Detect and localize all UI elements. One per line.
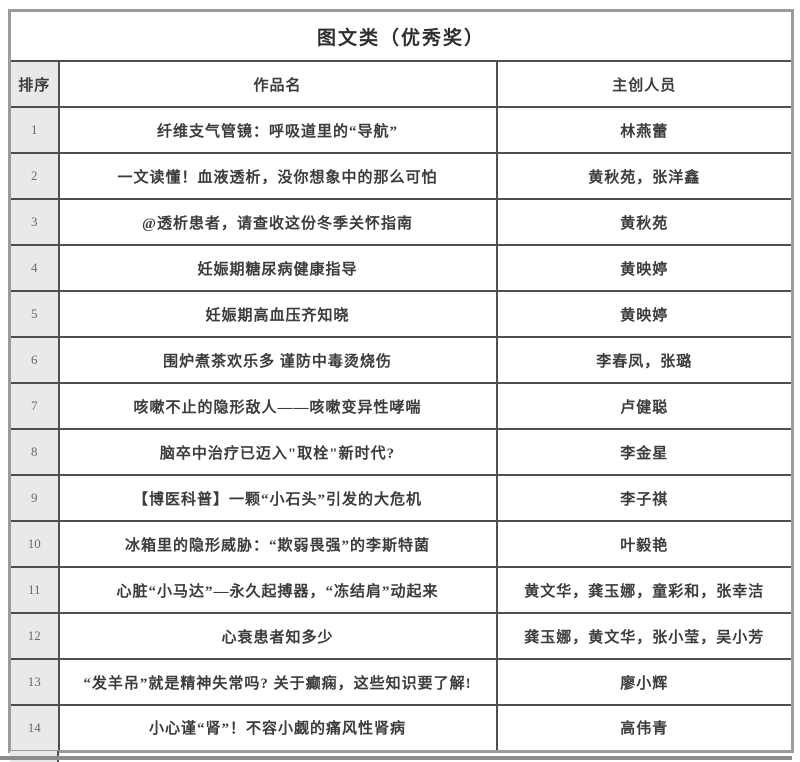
table-row: 4 妊娠期糖尿病健康指导 黄映婷 xyxy=(8,244,794,292)
table-title: 图文类（优秀奖） xyxy=(8,9,794,62)
creators-cell: 黄秋苑，张洋鑫 xyxy=(495,152,794,200)
creators-cell: 林燕蕾 xyxy=(495,106,794,154)
column-header-rank: 排序 xyxy=(8,60,60,108)
work-title-cell: 妊娠期高血压齐知晓 xyxy=(57,290,498,338)
table-row: 9 【博医科普】一颗“小石头”引发的大危机 李子祺 xyxy=(8,474,794,522)
table-row: 7 咳嗽不止的隐形敌人——咳嗽变异性哮喘 卢健聪 xyxy=(8,382,794,430)
creators-cell: 叶毅艳 xyxy=(495,520,794,568)
rank-cell: 8 xyxy=(8,428,60,476)
rank-cell: 13 xyxy=(8,658,60,706)
creators-cell: 高伟青 xyxy=(495,704,794,752)
creators-cell: 龚玉娜，黄文华，张小莹，吴小芳 xyxy=(495,612,794,660)
work-title-cell: 纤维支气管镜：呼吸道里的“导航” xyxy=(57,106,498,154)
work-title-cell: 心衰患者知多少 xyxy=(57,612,498,660)
rank-cell: 4 xyxy=(8,244,60,292)
work-title-cell: @透析患者，请查收这份冬季关怀指南 xyxy=(57,198,498,246)
rank-cell: 12 xyxy=(8,612,60,660)
rank-cell: 14 xyxy=(8,704,60,752)
table-row: 8 脑卒中治疗已迈入"取栓"新时代? 李金星 xyxy=(8,428,794,476)
work-title-cell: 小心谨“肾”！不容小觑的痛风性肾病 xyxy=(57,704,498,752)
table-header-row: 排序 作品名 主创人员 xyxy=(8,60,794,108)
rank-cell: 6 xyxy=(8,336,60,384)
creators-cell: 黄映婷 xyxy=(495,244,794,292)
table-title-row: 图文类（优秀奖） xyxy=(8,9,794,62)
table-row: 2 一文读懂！血液透析，没你想象中的那么可怕 黄秋苑，张洋鑫 xyxy=(8,152,794,200)
rank-cell: 1 xyxy=(8,106,60,154)
creators-cell: 黄文华，龚玉娜，童彩和，张幸洁 xyxy=(495,566,794,614)
awards-table: 图文类（优秀奖） 排序 作品名 主创人员 1 纤维支气管镜：呼吸道里的“导航” … xyxy=(8,9,795,753)
work-title-cell: 脑卒中治疗已迈入"取栓"新时代? xyxy=(57,428,498,476)
creators-cell: 黄秋苑 xyxy=(495,198,794,246)
work-title-cell: 一文读懂！血液透析，没你想象中的那么可怕 xyxy=(57,152,498,200)
work-title-cell: 咳嗽不止的隐形敌人——咳嗽变异性哮喘 xyxy=(57,382,498,430)
rank-cell: 9 xyxy=(8,474,60,522)
rank-cell: 10 xyxy=(8,520,60,568)
table-row: 10 冰箱里的隐形威胁：“欺弱畏强”的李斯特菌 叶毅艳 xyxy=(8,520,794,568)
work-title-cell: 冰箱里的隐形威胁：“欺弱畏强”的李斯特菌 xyxy=(57,520,498,568)
table-row: 6 围炉煮茶欢乐多 谨防中毒烫烧伤 李春凤，张璐 xyxy=(8,336,794,384)
work-title-cell: 围炉煮茶欢乐多 谨防中毒烫烧伤 xyxy=(57,336,498,384)
work-title-cell: “发羊吊”就是精神失常吗? 关于癫痫，这些知识要了解! xyxy=(57,658,498,706)
creators-cell: 卢健聪 xyxy=(495,382,794,430)
table-body: 图文类（优秀奖） 排序 作品名 主创人员 1 纤维支气管镜：呼吸道里的“导航” … xyxy=(8,9,794,752)
rank-cell: 7 xyxy=(8,382,60,430)
table-row: 14 小心谨“肾”！不容小觑的痛风性肾病 高伟青 xyxy=(8,704,794,752)
creators-cell: 黄映婷 xyxy=(495,290,794,338)
table-row: 12 心衰患者知多少 龚玉娜，黄文华，张小莹，吴小芳 xyxy=(8,612,794,660)
rank-cell: 3 xyxy=(8,198,60,246)
column-header-work: 作品名 xyxy=(57,60,498,108)
bottom-edge-bar xyxy=(0,756,792,760)
work-title-cell: 【博医科普】一颗“小石头”引发的大危机 xyxy=(57,474,498,522)
creators-cell: 李金星 xyxy=(495,428,794,476)
creators-cell: 廖小辉 xyxy=(495,658,794,706)
table-row: 1 纤维支气管镜：呼吸道里的“导航” 林燕蕾 xyxy=(8,106,794,154)
rank-cell: 5 xyxy=(8,290,60,338)
rank-cell: 11 xyxy=(8,566,60,614)
creators-cell: 李子祺 xyxy=(495,474,794,522)
rank-cell: 2 xyxy=(8,152,60,200)
work-title-cell: 妊娠期糖尿病健康指导 xyxy=(57,244,498,292)
work-title-cell: 心脏“小马达”—永久起搏器，“冻结肩”动起来 xyxy=(57,566,498,614)
awards-table-container: 图文类（优秀奖） 排序 作品名 主创人员 1 纤维支气管镜：呼吸道里的“导航” … xyxy=(8,9,795,753)
table-row: 3 @透析患者，请查收这份冬季关怀指南 黄秋苑 xyxy=(8,198,794,246)
table-row: 11 心脏“小马达”—永久起搏器，“冻结肩”动起来 黄文华，龚玉娜，童彩和，张幸… xyxy=(8,566,794,614)
table-row: 5 妊娠期高血压齐知晓 黄映婷 xyxy=(8,290,794,338)
table-row: 13 “发羊吊”就是精神失常吗? 关于癫痫，这些知识要了解! 廖小辉 xyxy=(8,658,794,706)
creators-cell: 李春凤，张璐 xyxy=(495,336,794,384)
column-header-creators: 主创人员 xyxy=(495,60,794,108)
